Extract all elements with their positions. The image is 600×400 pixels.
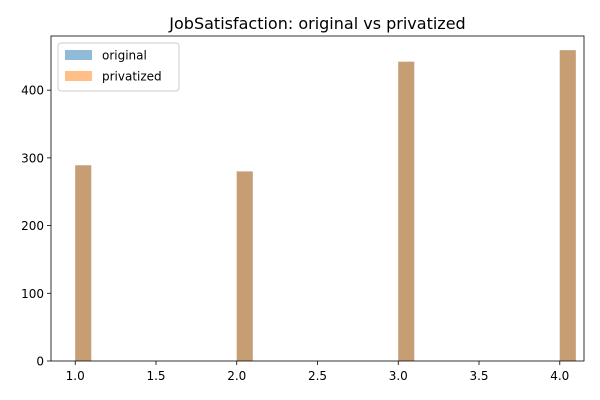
bars-layer	[75, 50, 576, 361]
legend-label-privatized: privatized	[102, 70, 162, 84]
axes-layer: 1.0 1.5 2.0 2.5 3.0 3.5 4.0 0 100 200 300 400	[21, 35, 585, 383]
bar-privatized-4	[559, 50, 576, 361]
x-tick-label: 2.5	[308, 369, 327, 383]
legend: original privatized	[57, 42, 180, 92]
y-tick-label: 0	[36, 355, 44, 369]
y-tick-label: 400	[21, 84, 44, 98]
x-tick-label: 3.0	[389, 369, 408, 383]
x-tick-label: 2.0	[227, 369, 246, 383]
legend-label-original: original	[102, 49, 147, 63]
bar-privatized-3	[398, 61, 415, 361]
y-tick-label: 200	[21, 219, 44, 233]
chart-title: JobSatisfaction: original vs privatized	[168, 14, 465, 33]
x-tick-label: 3.5	[469, 369, 488, 383]
x-tick-label: 4.0	[550, 369, 569, 383]
y-tick-label: 300	[21, 151, 44, 165]
legend-swatch-privatized	[65, 71, 92, 81]
legend-swatch-original	[65, 50, 92, 60]
x-tick-label: 1.0	[66, 369, 85, 383]
bar-privatized-1	[75, 165, 92, 361]
bar-privatized-2	[236, 171, 253, 361]
x-tick-label: 1.5	[146, 369, 165, 383]
y-tick-label: 100	[21, 287, 44, 301]
